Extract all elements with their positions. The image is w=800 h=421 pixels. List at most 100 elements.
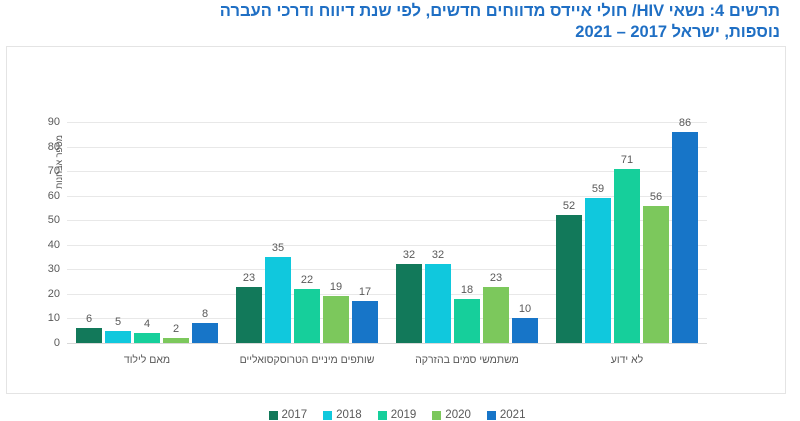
legend-item-label: 2020 <box>445 409 471 421</box>
bar-value-label: 71 <box>620 153 634 166</box>
legend-item-label: 2019 <box>390 409 417 421</box>
legend-swatch-icon <box>486 410 496 420</box>
bar[interactable] <box>192 323 218 343</box>
bar-group: 6 5 4 2 8 מאם לילוד <box>67 122 227 366</box>
y-axis-tick-label: 20 <box>47 287 60 300</box>
bar-value-label: 86 <box>678 116 692 129</box>
bar[interactable] <box>236 286 262 343</box>
bar-value-label: 8 <box>201 308 209 321</box>
bar[interactable] <box>352 301 378 343</box>
chart-frame: מספר אבחנות 0 10 20 30 40 50 60 70 80 90 6 5 4 2 8 מאם… <box>6 46 786 421</box>
plot-area: 0 10 20 30 40 50 60 70 80 90 6 5 4 2 8 מאם לילוד 23 35 22… <box>48 116 707 366</box>
legend-swatch-icon <box>377 410 387 420</box>
bar-value-label: 6 <box>85 313 93 326</box>
gridline <box>67 244 707 246</box>
legend-item[interactable]: 2019 <box>377 409 417 421</box>
bar-value-label: 22 <box>300 273 314 286</box>
bar-slot: 8 <box>192 122 218 343</box>
x-axis-category-label: משתמשי סמים בהזרקה <box>415 354 519 366</box>
legend-item-label: 2021 <box>499 409 526 421</box>
bar-value-label: 17 <box>358 286 372 299</box>
legend-item[interactable]: 2020 <box>432 409 471 421</box>
y-axis-tick-label: 10 <box>47 312 60 325</box>
y-axis-tick-label: 0 <box>53 337 60 349</box>
bar[interactable] <box>265 257 291 343</box>
gridline <box>67 269 707 271</box>
bar[interactable] <box>396 264 422 343</box>
bar-slot: 56 <box>643 122 669 343</box>
bar[interactable] <box>512 318 538 343</box>
legend-swatch-icon <box>323 410 333 420</box>
bar-slot: 35 <box>265 122 291 343</box>
bar-value-label: 2 <box>172 323 180 336</box>
y-axis-tick-label: 60 <box>47 189 60 202</box>
gridline <box>67 171 707 173</box>
bar[interactable] <box>556 215 582 343</box>
bar-group: 52 59 71 56 86 לא ידוע <box>547 117 707 366</box>
bar-slot: 52 <box>556 122 582 343</box>
bar-groups: 6 5 4 2 8 מאם לילוד 23 35 22 19 17 שותפים מיניים הט… <box>67 117 707 366</box>
legend-swatch-icon <box>268 410 278 420</box>
bar-slot: 4 <box>134 122 160 343</box>
legend-item[interactable]: 2018 <box>323 409 362 421</box>
bar-group-bars: 52 59 71 56 86 <box>547 117 707 343</box>
gridline <box>67 343 707 344</box>
bar-value-label: 23 <box>489 271 503 284</box>
bar-slot: 23 <box>483 122 509 343</box>
chart-page: תרשים 4: נשאי HIV/ חולי איידס מדווחים חד… <box>6 2 786 421</box>
bar[interactable] <box>614 168 640 343</box>
gridline <box>67 195 707 197</box>
bar-slot: 6 <box>76 122 102 343</box>
bar-value-label: 10 <box>518 303 532 316</box>
bar-slot: 18 <box>454 122 480 343</box>
bar[interactable] <box>76 328 102 343</box>
bar-value-label: 59 <box>591 183 605 196</box>
bar-slot: 86 <box>672 117 698 343</box>
gridline <box>67 293 707 295</box>
bar-group: 32 32 18 23 10 משתמשי סמים בהזרקה <box>387 122 547 366</box>
bar[interactable] <box>105 330 131 343</box>
bar-group-bars: 23 35 22 19 17 <box>227 122 387 343</box>
legend-swatch-icon <box>432 410 442 420</box>
bar-group: 23 35 22 19 17 שותפים מיניים הטרוסקסואליים <box>227 122 387 366</box>
bar-group-bars: 32 32 18 23 10 <box>387 122 547 343</box>
x-axis-category-label: מאם לילוד <box>123 354 171 366</box>
bar[interactable] <box>323 296 349 343</box>
bar[interactable] <box>454 298 480 343</box>
bar[interactable] <box>134 333 160 343</box>
bar-value-label: 5 <box>114 315 122 328</box>
legend-item[interactable]: 2021 <box>486 409 526 421</box>
bar-value-label: 32 <box>431 249 445 262</box>
bar-slot: 2 <box>163 122 189 343</box>
x-axis-category-label: שותפים מיניים הטרוסקסואליים <box>239 354 375 366</box>
page-title: תרשים 4: נשאי HIV/ חולי איידס מדווחים חד… <box>219 2 780 41</box>
bar-value-label: 23 <box>242 271 256 284</box>
bar-group-bars: 6 5 4 2 8 <box>67 122 227 343</box>
legend-item-label: 2017 <box>281 409 308 421</box>
legend-item-label: 2018 <box>336 409 362 421</box>
gridline <box>67 122 707 123</box>
bar[interactable] <box>294 288 320 343</box>
gridline <box>67 146 707 148</box>
bar-value-label: 56 <box>649 190 663 203</box>
bar[interactable] <box>672 131 698 343</box>
bar[interactable] <box>483 286 509 343</box>
bar[interactable] <box>643 205 669 343</box>
y-axis-tick-label: 30 <box>47 263 60 276</box>
bar-value-label: 52 <box>562 200 576 213</box>
bar[interactable] <box>163 338 189 343</box>
gridline <box>67 220 707 222</box>
y-axis-tick-label: 50 <box>47 214 60 227</box>
bar-value-label: 35 <box>271 242 285 255</box>
legend-item[interactable]: 2017 <box>268 409 308 421</box>
bar[interactable] <box>425 264 451 343</box>
y-axis-tick-label: 90 <box>47 116 60 128</box>
y-axis-tick-label: 40 <box>47 238 60 251</box>
bar-value-label: 32 <box>402 249 416 262</box>
bar-value-label: 18 <box>460 283 474 296</box>
y-axis-tick-label: 70 <box>47 165 60 178</box>
bar-slot: 32 <box>396 122 422 343</box>
chart-legend: 2017 2018 2019 2020 2021 <box>7 409 787 421</box>
bar-slot: 59 <box>585 122 611 343</box>
bar[interactable] <box>585 198 611 343</box>
